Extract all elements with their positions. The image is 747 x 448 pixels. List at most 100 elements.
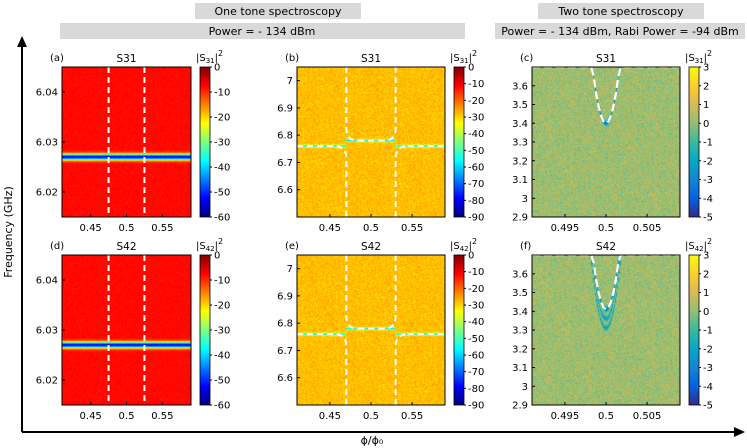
colorbar-tick-label-f: -2 bbox=[703, 344, 713, 355]
x-tick-label-c: 0.5 bbox=[598, 223, 614, 234]
heatmap-a bbox=[62, 67, 191, 217]
colorbar-tick-label-b: -40 bbox=[468, 129, 484, 140]
colorbar-e bbox=[453, 254, 465, 406]
y-tick-label-a: 6.02 bbox=[36, 188, 58, 199]
x-tick-label-e: 0.45 bbox=[319, 411, 341, 422]
colorbar-b bbox=[453, 66, 465, 218]
y-tick-label-c: 3.5 bbox=[512, 100, 528, 111]
y-tick-label-f: 3.1 bbox=[512, 363, 528, 374]
panel-label-e: (e) bbox=[285, 241, 299, 252]
panel-title-d: S42 bbox=[116, 241, 136, 253]
panel-title-b: S31 bbox=[361, 53, 381, 65]
panel-label-c: (c) bbox=[520, 53, 533, 64]
colorbar-tick-label-c: -1 bbox=[703, 138, 713, 149]
colorbar-c bbox=[688, 66, 700, 218]
colorbar-tick-label-d: -40 bbox=[214, 351, 230, 362]
y-tick-label-a: 6.04 bbox=[36, 88, 58, 99]
one-tone-title: One tone spectroscopy bbox=[214, 5, 342, 18]
colorbar-tick-label-c: -3 bbox=[703, 175, 713, 186]
colorbar-tick-label-b: -90 bbox=[468, 213, 484, 224]
colorbar-tick-label-a: -40 bbox=[214, 163, 230, 174]
y-tick-label-e: 6.7 bbox=[277, 346, 293, 357]
y-tick-label-c: 3.1 bbox=[512, 175, 528, 186]
frequency-axis-label: Frequency (GHz) bbox=[2, 186, 15, 277]
y-tick-label-b: 6.9 bbox=[277, 103, 293, 114]
y-tick-label-e: 6.6 bbox=[277, 373, 293, 384]
one-tone-title-bar bbox=[195, 3, 361, 19]
x-tick-label-b: 0.45 bbox=[319, 223, 341, 234]
colorbar-tick-label-c: 2 bbox=[703, 81, 709, 92]
colorbar-tick-label-c: -5 bbox=[703, 213, 713, 224]
colorbar-tick-label-d: -20 bbox=[214, 301, 230, 312]
y-tick-label-f: 3.5 bbox=[512, 288, 528, 299]
one-tone-power-bar bbox=[60, 23, 465, 39]
colorbar-tick-label-b: -50 bbox=[468, 146, 484, 157]
colorbar-tick-label-f: -4 bbox=[703, 382, 713, 393]
x-tick-label-e: 0.55 bbox=[401, 411, 423, 422]
dashed-crossing-upper-b bbox=[383, 67, 397, 142]
y-tick-label-c: 3 bbox=[522, 194, 528, 205]
x-tick-label-d: 0.55 bbox=[151, 411, 173, 422]
colorbar-tick-label-a: -10 bbox=[214, 88, 230, 99]
x-tick-label-f: 0.505 bbox=[633, 411, 662, 422]
colorbar-tick-label-c: 0 bbox=[703, 119, 709, 130]
dashed-crossing-upper-e bbox=[345, 255, 359, 330]
heatmap-f bbox=[532, 255, 680, 405]
x-tick-label-b: 0.55 bbox=[401, 223, 423, 234]
panel-label-b: (b) bbox=[285, 53, 299, 64]
colorbar-tick-label-e: -70 bbox=[468, 367, 484, 378]
colorbar-tick-label-f: 3 bbox=[703, 251, 709, 262]
colorbar-tick-label-e: -40 bbox=[468, 317, 484, 328]
colorbar-tick-label-e: -90 bbox=[468, 401, 484, 412]
colorbar-tick-label-d: -50 bbox=[214, 376, 230, 387]
y-tick-label-e: 7 bbox=[287, 264, 293, 275]
y-tick-label-a: 6.03 bbox=[36, 138, 58, 149]
y-tick-label-f: 2.9 bbox=[512, 401, 528, 412]
colorbar-tick-label-d: 0 bbox=[214, 251, 220, 262]
colorbar-tick-label-e: -20 bbox=[468, 284, 484, 295]
y-tick-label-f: 3.4 bbox=[512, 307, 528, 318]
two-tone-title-bar bbox=[538, 3, 704, 19]
y-tick-label-e: 6.8 bbox=[277, 319, 293, 330]
dashed-crossing-upper-b bbox=[345, 67, 359, 142]
colorbar-tick-label-e: -80 bbox=[468, 384, 484, 395]
colorbar-tick-label-a: -50 bbox=[214, 188, 230, 199]
colorbar-tick-label-b: -60 bbox=[468, 163, 484, 174]
y-tick-label-f: 3.6 bbox=[512, 269, 528, 280]
x-tick-label-f: 0.495 bbox=[551, 411, 580, 422]
x-tick-label-c: 0.505 bbox=[633, 223, 662, 234]
two-tone-power: Power = - 134 dBm, Rabi Power = -94 dBm bbox=[501, 25, 739, 38]
y-tick-label-f: 3.2 bbox=[512, 344, 528, 355]
panel-title-a: S31 bbox=[116, 53, 136, 65]
colorbar-tick-label-b: -70 bbox=[468, 179, 484, 190]
colorbar-tick-label-f: -1 bbox=[703, 326, 713, 337]
colorbar-label-b: |S31|2 bbox=[450, 49, 477, 65]
panel-b: 0.45 0.5 0.55 6.6 6.7 6.8 6.9 7 (b) S31 0 -10 -20 -30… bbox=[277, 49, 484, 234]
colorbar-tick-label-d: -30 bbox=[214, 326, 230, 337]
y-tick-label-b: 6.7 bbox=[277, 158, 293, 169]
y-tick-label-d: 6.03 bbox=[36, 326, 58, 337]
colorbar-a bbox=[199, 66, 211, 218]
x-tick-label-d: 0.5 bbox=[119, 411, 135, 422]
colorbar-tick-label-b: -30 bbox=[468, 113, 484, 124]
y-tick-label-e: 6.9 bbox=[277, 291, 293, 302]
panel-label-a: (a) bbox=[50, 53, 64, 64]
colorbar-label-c: |S31|2 bbox=[685, 49, 712, 65]
colorbar-d bbox=[199, 254, 211, 406]
x-tick-label-d: 0.45 bbox=[80, 411, 102, 422]
y-tick-label-c: 3.3 bbox=[512, 138, 528, 149]
colorbar-tick-label-c: -2 bbox=[703, 156, 713, 167]
colorbar-tick-label-d: -60 bbox=[214, 401, 230, 412]
colorbar-tick-label-a: -20 bbox=[214, 113, 230, 124]
x-tick-label-f: 0.5 bbox=[598, 411, 614, 422]
heatmap-b bbox=[297, 67, 445, 217]
colorbar-tick-label-b: 0 bbox=[468, 63, 474, 74]
y-tick-label-c: 3.6 bbox=[512, 81, 528, 92]
colorbar-tick-label-e: -50 bbox=[468, 334, 484, 345]
colorbar-tick-label-f: -5 bbox=[703, 401, 713, 412]
colorbar-tick-label-b: -20 bbox=[468, 96, 484, 107]
colorbar-tick-label-a: -60 bbox=[214, 213, 230, 224]
colorbar-tick-label-f: 1 bbox=[703, 288, 709, 299]
y-tick-label-f: 3 bbox=[522, 382, 528, 393]
panel-a: 0.45 0.5 0.55 6.02 6.03 6.04 (a) S31 0 -10 -20 -30 -… bbox=[36, 49, 231, 234]
